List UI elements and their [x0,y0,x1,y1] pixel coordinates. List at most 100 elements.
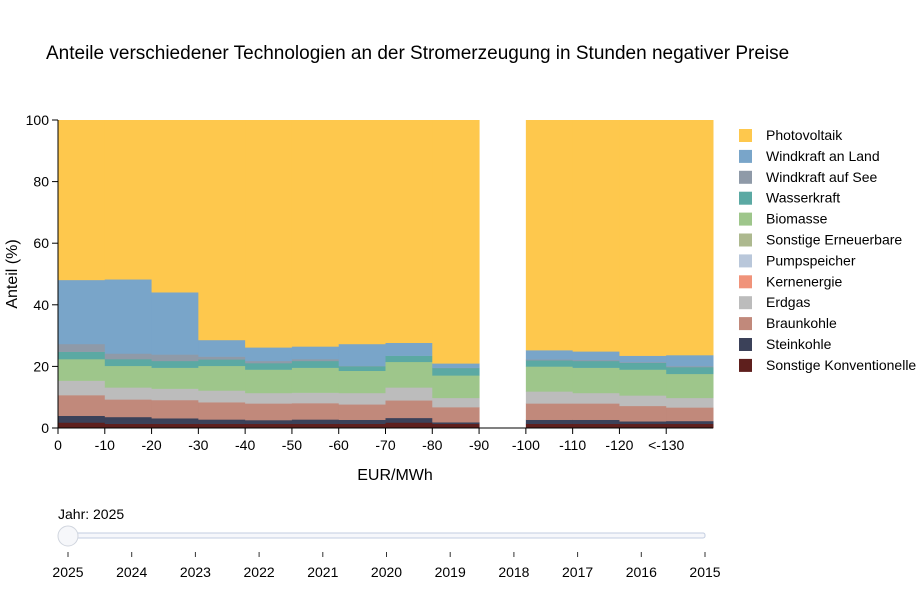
slider-year-label[interactable]: 2016 [626,564,657,580]
bar-segment-erdgas [432,397,480,408]
slider-track[interactable] [67,532,706,539]
bar-segment-biomasse [619,369,667,396]
bar-segment-erdgas [58,380,106,396]
x-tick-label: 0 [54,437,62,453]
bar-segment-erdgas [151,388,199,401]
bar-segment-wasserkraft [432,367,480,376]
bar-segment-photovoltaik [291,120,340,347]
legend-swatch [739,129,752,142]
legend-swatch [739,317,752,331]
slider-year-label[interactable]: 2018 [498,564,529,580]
bar-segment-windkraft-an-land [245,347,293,362]
slider-year-label[interactable]: 2023 [180,564,211,580]
bar-segment-steinkohle [666,420,714,424]
bar-segment-steinkohle [58,415,106,423]
bar-segment-sonstige-konventionelle [619,423,667,429]
bar-segment-wasserkraft [58,351,106,360]
bar-segment-steinkohle [198,419,246,424]
bar-segment-sonstige-konventionelle [104,423,153,429]
bar-segment-steinkohle [338,419,386,424]
bar-segment-windkraft-an-land [432,363,480,368]
bar-segment-sonstige-konventionelle [385,422,433,429]
x-tick-label: -30 [188,437,208,453]
bar-segment-wasserkraft [525,360,574,367]
slider-year-label[interactable]: 2022 [244,564,275,580]
y-tick-label: 20 [33,358,49,374]
bar-segment-windkraft-auf-see [198,356,246,360]
bar-segment-wasserkraft [245,363,293,370]
bar-segment-windkraft-auf-see [619,362,667,364]
bar-segment-biomasse [198,365,246,391]
bar-segment-braunkohle [666,407,714,422]
y-tick-label: 0 [41,420,49,436]
bar-segment-windkraft-auf-see [58,343,106,352]
legend-label: Sonstige Konventionelle [766,357,916,373]
bar-segment-biomasse [151,367,199,389]
bar-segment-windkraft-auf-see [291,359,340,362]
legend-swatch [739,170,752,184]
slider-year-label[interactable]: 2019 [435,564,466,580]
year-slider[interactable]: Jahr: 2025 2025 2024 2023 2022 2021 2020 2019 2… [52,506,720,580]
bar-segment-windkraft-an-land [666,355,714,367]
x-tick-label: -60 [329,437,349,453]
bar-segment-wasserkraft [198,359,246,367]
slider-year-label[interactable]: 2024 [116,564,147,580]
bar-segment-sonstige-konventionelle [666,423,714,429]
bar-segment-braunkohle [58,395,106,416]
bar-segment-steinkohle [432,422,480,424]
legend-swatch [739,275,752,289]
legend-swatch [739,338,752,351]
legend-item: Wasserkraft [739,190,840,206]
bar-segment-sonstige-konventionelle [291,423,340,429]
bar-segment-windkraft-auf-see [666,366,714,368]
bar-segment-windkraft-an-land [525,350,574,360]
legend-swatch [739,358,752,372]
slider-year-label[interactable]: 2021 [307,564,338,580]
bar-segment-photovoltaik [58,120,106,281]
bar-segment-windkraft-an-land [58,279,106,345]
y-tick-label: 100 [26,112,50,128]
bar-segment-photovoltaik [104,120,153,280]
legend-label: Wasserkraft [766,190,840,206]
bar-segment-sonstige-konventionelle [338,423,386,429]
bar-segment-biomasse [291,367,340,393]
slider-handle[interactable] [57,525,79,547]
x-tick-label: -50 [282,437,302,453]
bar-segment-windkraft-an-land [619,355,667,363]
bar-segment-windkraft-auf-see [432,367,480,369]
bar-segment-steinkohle [104,416,153,424]
x-tick-label: -110 [559,437,586,453]
slider-year-label[interactable]: 2015 [689,564,720,580]
legend-item: Biomasse [739,211,828,227]
bar-segment-windkraft-auf-see [245,360,293,364]
bar-segment-windkraft-auf-see [151,354,199,362]
bar-segment-braunkohle [385,400,433,419]
bar-segment-braunkohle [525,403,574,420]
legend-item: Pumpspeicher [739,252,856,268]
bar-segment-wasserkraft [151,360,199,368]
slider-year-label[interactable]: 2020 [371,564,402,580]
legend-item: Braunkohle [739,315,837,331]
bar-segment-photovoltaik [198,120,246,341]
x-tick-label: -120 [605,437,633,453]
bar-segment-erdgas [385,387,433,401]
bar-segment-braunkohle [572,403,620,420]
legend-item: Sonstige Erneuerbare [739,232,902,248]
bar-segment-windkraft-an-land [198,339,246,357]
bar-segment-erdgas [245,392,293,404]
bar-segment-braunkohle [619,405,667,422]
bar-segment-photovoltaik [525,120,574,351]
bar-segment-braunkohle [198,402,246,420]
y-axis: 0 20 40 60 80 100 [26,112,59,436]
legend-item: Erdgas [739,294,810,310]
slider-year-label[interactable]: 2017 [562,564,593,580]
y-tick-label: 80 [33,174,49,190]
bar-segment-braunkohle [338,404,386,420]
bar-segment-erdgas [338,392,386,405]
bar-segment-windkraft-auf-see [104,353,153,360]
bar-segment-braunkohle [432,407,480,423]
legend-label: Windkraft auf See [766,169,877,185]
y-tick-label: 60 [33,235,49,251]
slider-year-label[interactable]: 2025 [52,564,83,580]
